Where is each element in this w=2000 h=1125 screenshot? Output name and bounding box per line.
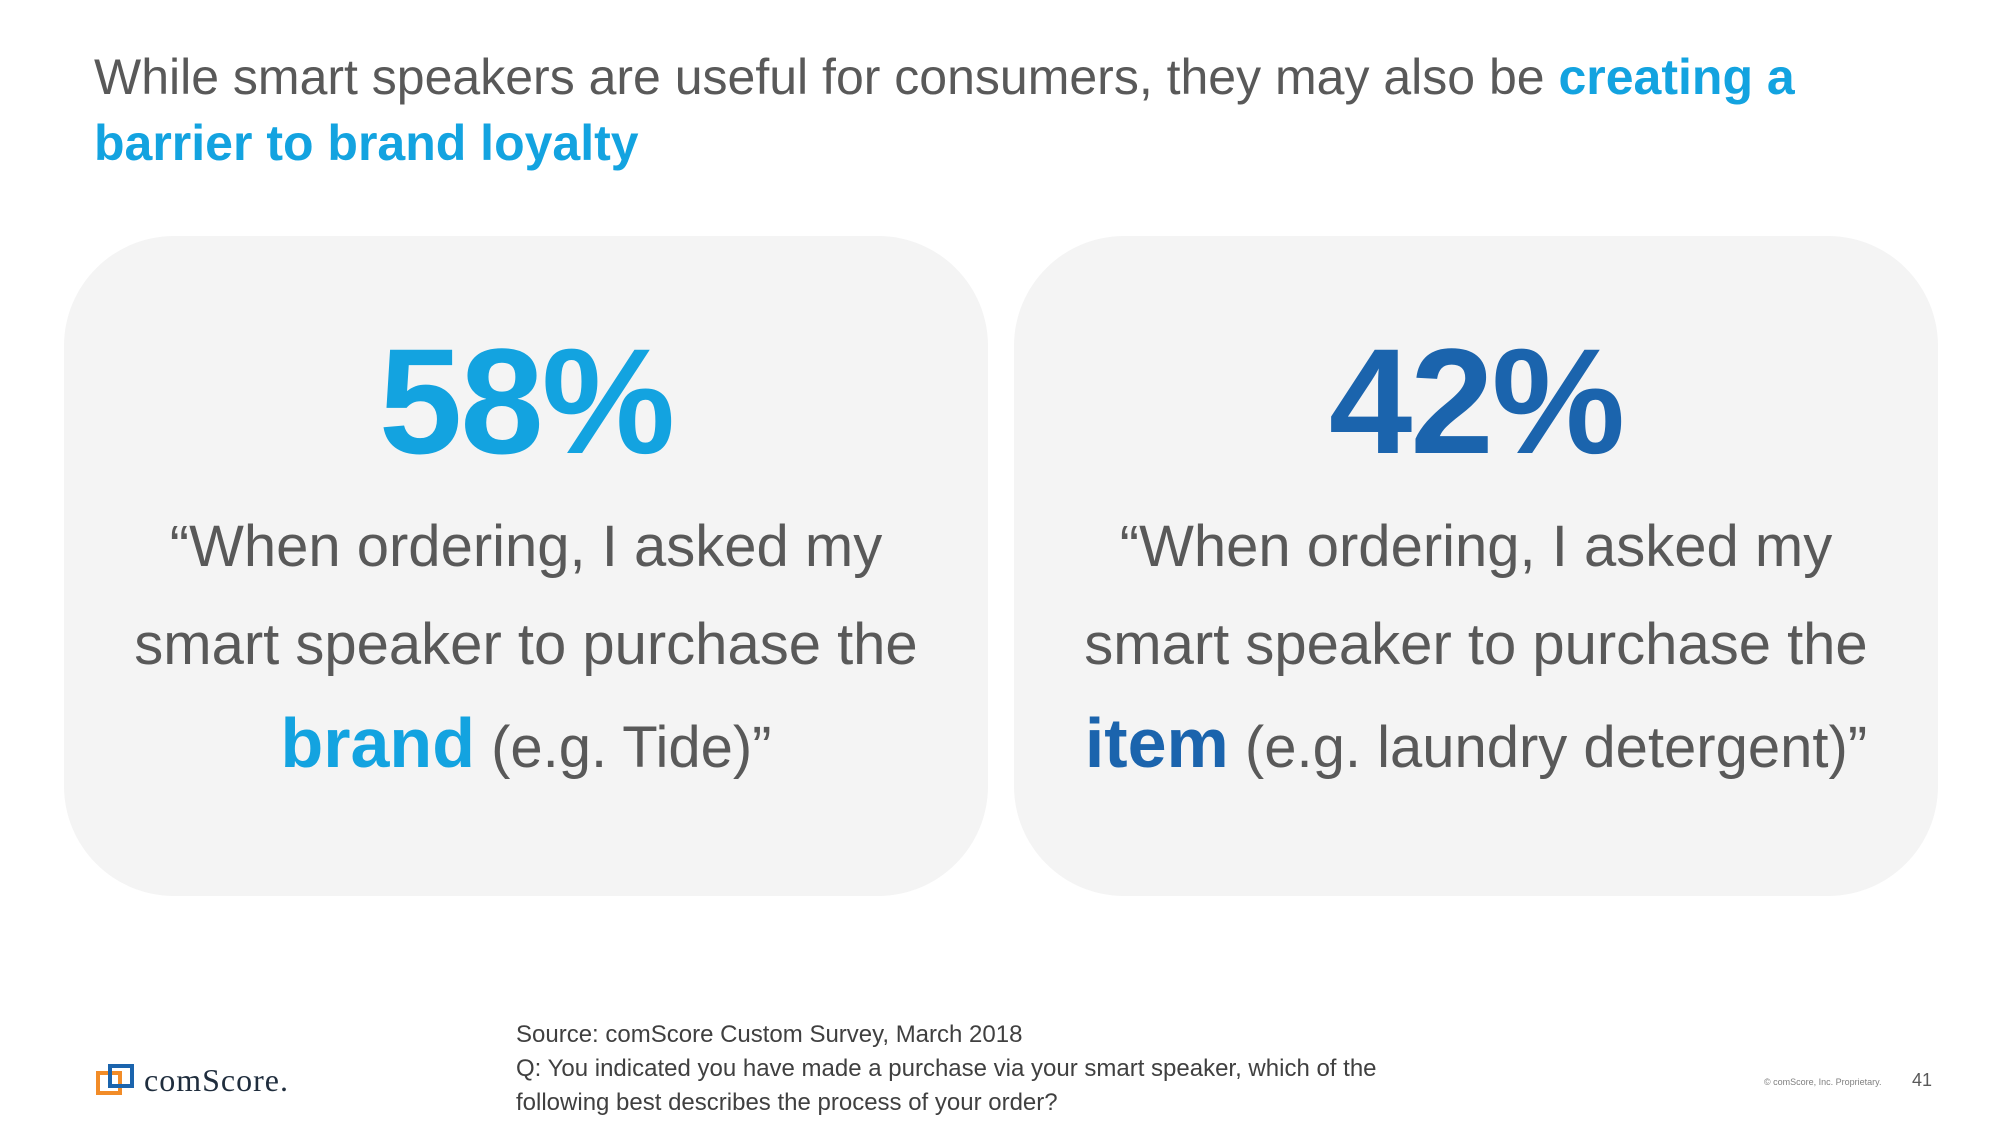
stat-card-brand: 58% “When ordering, I asked my smart spe… xyxy=(64,236,988,896)
source-text: Source: comScore Custom Survey, March 20… xyxy=(516,1021,1023,1048)
page-number: 41 xyxy=(1912,1070,1933,1090)
quote-line: “When ordering, I asked my xyxy=(1119,514,1833,579)
stat-quote: “When ordering, I asked my smart speaker… xyxy=(74,498,978,797)
quote-keyword: brand xyxy=(280,704,475,782)
quote-line: brand (e.g. Tide)” xyxy=(74,694,978,797)
slide-title: While smart speakers are useful for cons… xyxy=(94,44,1894,176)
quote-line: smart speaker to purchase the xyxy=(134,612,918,677)
stat-quote: “When ordering, I asked my smart speaker… xyxy=(1024,498,1928,797)
logo-text: comScore. xyxy=(144,1061,289,1098)
source-note: Source: comScore Custom Survey, March 20… xyxy=(516,1018,1516,1120)
quote-keyword: item xyxy=(1084,704,1229,782)
copyright-text: © comScore, Inc. Proprietary. xyxy=(1764,1077,1882,1087)
title-text: While smart speakers are useful for cons… xyxy=(94,49,1559,105)
comscore-logo-icon xyxy=(96,1063,136,1097)
question-text: following best describes the process of … xyxy=(516,1089,1058,1116)
quote-line: item (e.g. laundry detergent)” xyxy=(1024,694,1928,797)
title-highlight: creating a barrier to brand loyalty xyxy=(94,49,1795,171)
quote-end: (e.g. laundry detergent)” xyxy=(1228,715,1868,780)
quote-line: smart speaker to purchase the xyxy=(1084,612,1868,677)
comscore-logo: comScore. xyxy=(96,1062,289,1098)
stat-card-item: 42% “When ordering, I asked my smart spe… xyxy=(1014,236,1938,896)
stat-value: 42% xyxy=(1328,317,1625,485)
stat-value: 58% xyxy=(378,317,675,485)
question-text: Q: You indicated you have made a purchas… xyxy=(516,1055,1377,1082)
quote-end: (e.g. Tide)” xyxy=(474,715,772,780)
quote-line: “When ordering, I asked my xyxy=(169,514,883,579)
